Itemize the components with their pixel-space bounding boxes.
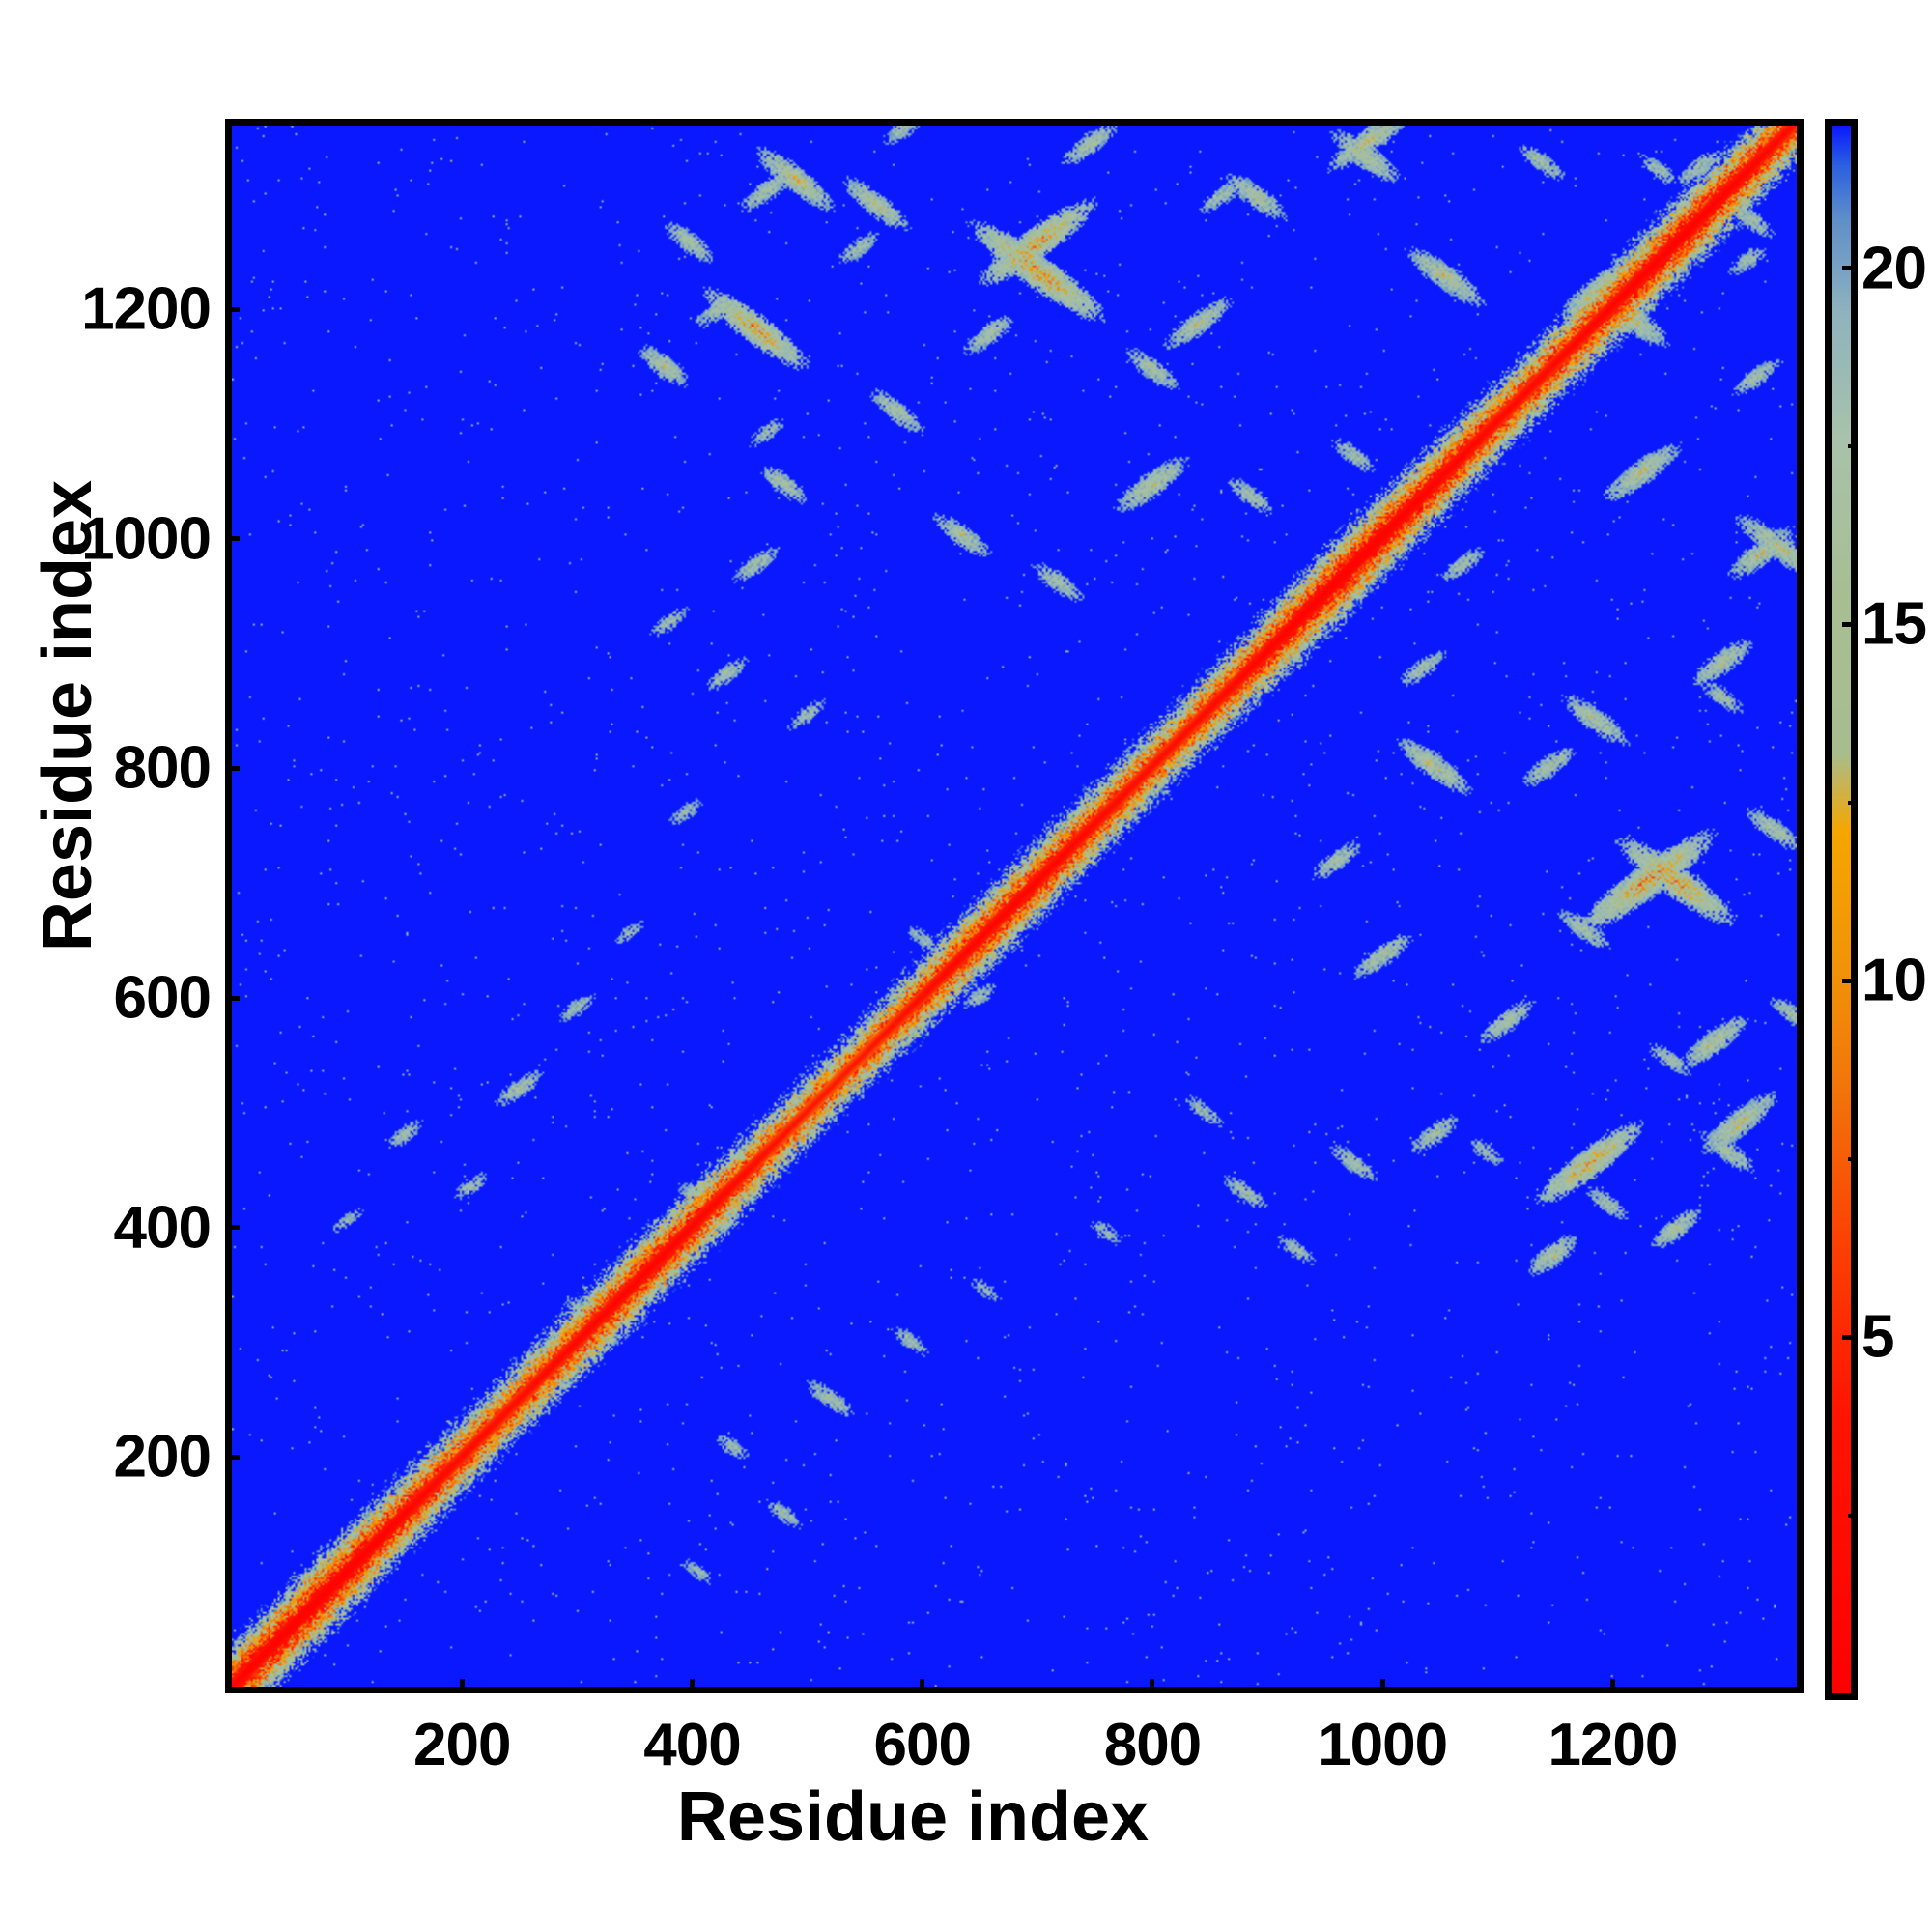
y-tick-label-800: 800	[113, 734, 212, 802]
colorbar-tick-label-5: 5	[1861, 1303, 1894, 1371]
y-tick-label-200: 200	[113, 1423, 212, 1491]
y-tick-label-1200: 1200	[81, 275, 212, 343]
colorbar-tick-label-15: 15	[1861, 590, 1927, 658]
colorbar-minor-tick	[1848, 1156, 1858, 1161]
heatmap-plot-area	[225, 119, 1804, 1693]
x-tick-1000	[1379, 1679, 1385, 1693]
x-tick-600	[920, 1679, 925, 1693]
x-axis-title: Residue index	[0, 1777, 1932, 1857]
x-tick-800	[1150, 1679, 1155, 1693]
x-tick-1200	[1609, 1679, 1615, 1693]
x-tick-label-1200: 1200	[1548, 1712, 1678, 1778]
x-tick-label-200: 200	[413, 1712, 511, 1778]
x-tick-label-800: 800	[1103, 1712, 1202, 1778]
y-tick-label-1000: 1000	[81, 505, 212, 573]
y-tick-label-600: 600	[113, 964, 212, 1032]
colorbar-minor-tick	[1848, 800, 1858, 805]
colorbar-tick-15	[1842, 621, 1858, 627]
x-tick-200	[459, 1679, 465, 1693]
colorbar-gradient	[1832, 126, 1851, 1693]
colorbar-tick-20	[1842, 266, 1858, 271]
colorbar	[1825, 119, 1858, 1700]
colorbar-minor-tick	[1848, 1513, 1858, 1518]
y-tick-label-400: 400	[113, 1194, 212, 1262]
colorbar-tick-10	[1842, 978, 1858, 983]
colorbar-tick-label-10: 10	[1861, 947, 1927, 1014]
x-tick-label-400: 400	[643, 1712, 741, 1778]
colorbar-tick-label-20: 20	[1861, 235, 1927, 302]
colorbar-tick-5	[1842, 1334, 1858, 1340]
x-axis-title-text: Residue index	[676, 1778, 1150, 1856]
y-tick-600	[225, 995, 240, 1001]
distance-map-canvas	[232, 126, 1797, 1687]
x-tick-label-600: 600	[873, 1712, 971, 1778]
y-tick-1200	[225, 306, 240, 312]
x-tick-label-1000: 1000	[1318, 1712, 1448, 1778]
colorbar-minor-tick	[1848, 443, 1858, 448]
x-tick-400	[689, 1679, 695, 1693]
y-tick-400	[225, 1225, 240, 1231]
y-tick-1000	[225, 536, 240, 542]
y-tick-800	[225, 765, 240, 771]
y-tick-200	[225, 1454, 240, 1460]
y-axis-title: Residue index	[29, 479, 106, 952]
